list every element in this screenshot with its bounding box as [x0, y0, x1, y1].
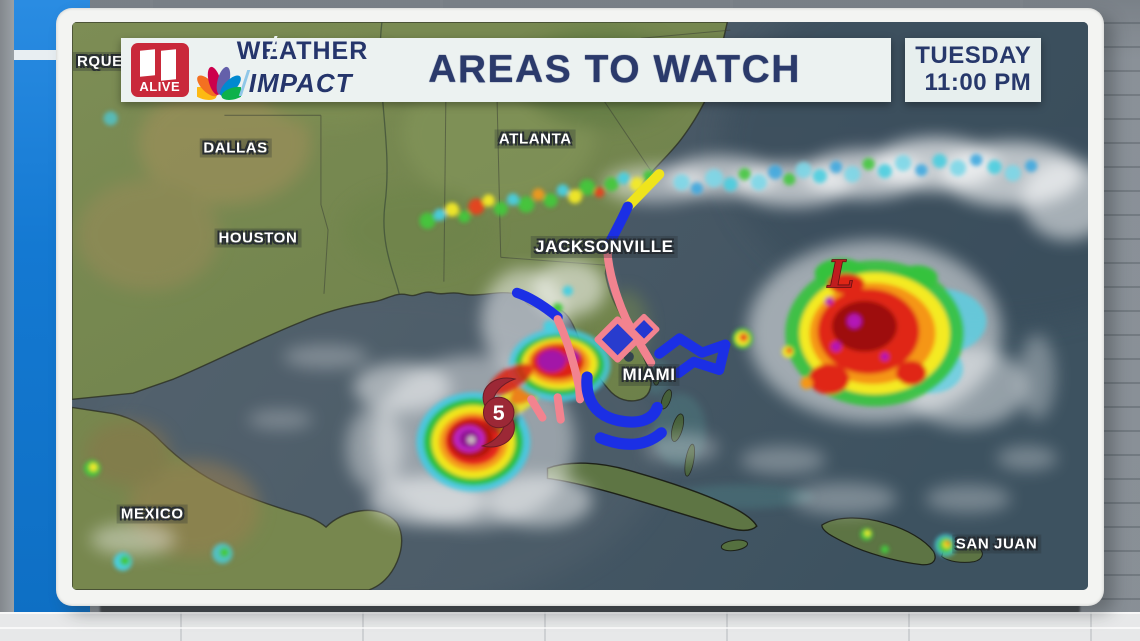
weather-map-screen: 5 L RQUE DALLAS HOUSTON ATLANTA JACKSONV…: [72, 22, 1088, 590]
timestamp-panel: TUESDAY 11:00 PM: [905, 38, 1042, 102]
station-logo-number: 11: [131, 43, 132, 44]
cuba-island: [546, 462, 758, 531]
station-logo-alive-text: ALIVE: [139, 79, 181, 94]
hurricane-category-number: 5: [493, 401, 505, 425]
studio-monitor-frame: 5 L RQUE DALLAS HOUSTON ATLANTA JACKSONV…: [56, 8, 1104, 606]
city-label-dallas: DALLAS: [199, 138, 272, 158]
city-label-jacksonville: JACKSONVILLE: [531, 235, 678, 258]
city-label-san-juan: SAN JUAN: [951, 534, 1042, 554]
city-label-albuquerque-partial: RQUE: [73, 52, 127, 71]
alert-segments: [511, 169, 731, 450]
warning-pink-bar2: [527, 395, 547, 422]
warning-pink-eastcoast: [603, 247, 656, 367]
atlantic-storm-radar: [785, 258, 987, 407]
station-logo-11alive: 11 ALIVE: [130, 43, 189, 97]
city-label-mexico: MEXICO: [116, 504, 188, 524]
brand-impact-label: IMPACT: [248, 68, 353, 98]
city-label-atlanta: ATLANTA: [494, 129, 576, 149]
city-label-houston: HOUSTON: [214, 228, 302, 248]
brand-weather-text: WEATHER: [236, 36, 369, 65]
timestamp-day: TUESDAY: [915, 42, 1032, 70]
studio-desk: [0, 612, 1140, 641]
ts-blue-bahamas-zigzag: [654, 333, 731, 379]
ts-blue-keys-hook: [581, 371, 663, 428]
scattered-radar-cells: [84, 111, 957, 571]
ts-blue-segment-bigbend: [511, 287, 563, 323]
ts-blue-segment-eastcoast: [602, 201, 633, 253]
logo-bar-2: [160, 49, 176, 81]
studio-wall-edge: [0, 0, 14, 641]
brand-weather-label: WEATHER: [236, 37, 369, 65]
nbc-peacock-icon: [196, 66, 241, 100]
timestamp-time: 11:00 PM: [924, 69, 1032, 96]
jamaica-island: [720, 539, 749, 552]
logo-bar-1: [139, 49, 155, 77]
warning-pink-westcoast: [553, 315, 585, 404]
warning-pink-bar1: [553, 393, 565, 424]
header-banner: 11 ALIVE WEATHER: [120, 36, 891, 102]
page-title: AREAS TO WATCH: [428, 48, 801, 91]
blue-panel-divider: [14, 50, 90, 60]
weather-map-graphic: 5 L: [72, 22, 1088, 590]
ts-blue-keys-lower: [594, 427, 667, 450]
watch-pink-diamond-2: [628, 313, 660, 345]
weather-impact-brand: WEATHER IMPA: [196, 36, 369, 101]
squall-line-radar: [419, 153, 1038, 229]
hurricane-category-icon: 5: [480, 377, 520, 448]
watch-yellow-segment: [622, 169, 665, 212]
low-pressure-icon: L: [827, 253, 855, 298]
hispaniola-island: [821, 517, 936, 566]
city-label-miami: MIAMI: [618, 363, 680, 386]
watch-pink-diamond-1: [594, 316, 641, 363]
